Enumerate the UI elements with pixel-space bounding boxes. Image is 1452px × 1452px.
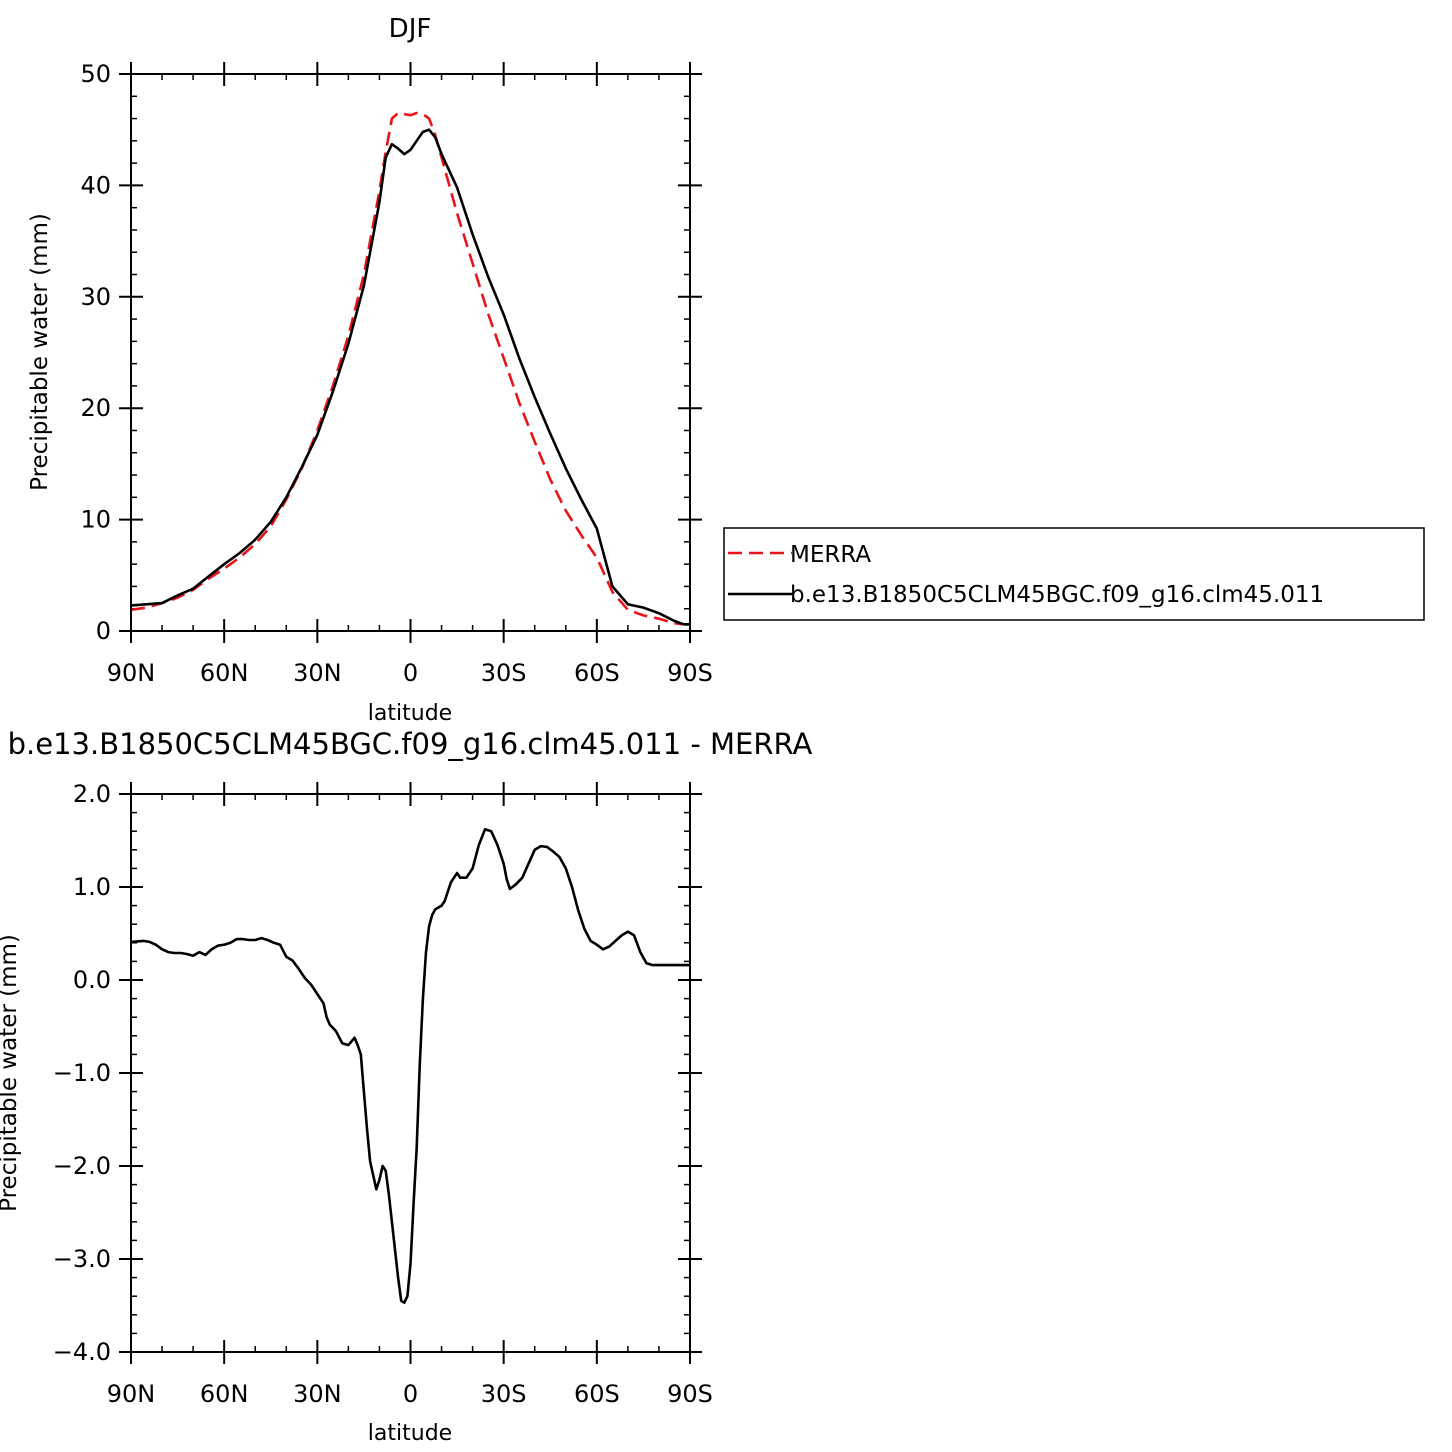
x-tick-label: 60N [200,1380,249,1408]
top-title: DJF [389,14,432,44]
y-tick-label: 40 [80,171,111,199]
panel-bottom: b.e13.B1850C5CLM45BGC.f09_g16.clm45.011 … [0,727,813,1446]
top-y-axis: 0 10 20 30 40 50 [80,60,702,645]
top-x-axis-label: latitude [368,701,452,726]
x-tick-label: 30S [481,659,527,687]
x-tick-label: 60S [574,1380,620,1408]
bottom-y-axis: 2.0 1.0 0.0 −1.0 −2.0 −3.0 −4.0 [53,780,702,1366]
x-tick-label: 90S [667,1380,713,1408]
bottom-y-axis-label: Precipitable water (mm) [0,934,22,1212]
y-tick-label: −3.0 [53,1245,111,1273]
legend: MERRA b.e13.B1850C5CLM45BGC.f09_g16.clm4… [723,527,1425,621]
x-tick-label: 30N [293,659,342,687]
x-tick-label: 0 [403,1380,418,1408]
x-tick-label: 60S [574,659,620,687]
x-tick-label: 90N [107,659,156,687]
series-line-difference [130,827,690,1304]
top-x-axis: 90N 60N 30N 0 30S 60S 90S [107,62,713,687]
bottom-plot-frame [130,793,691,1353]
bottom-x-axis: 90N 60N 30N 0 30S 60S 90S [107,782,713,1408]
y-tick-label: 20 [80,394,111,422]
y-tick-label: −4.0 [53,1338,111,1366]
y-tick-label: −1.0 [53,1059,111,1087]
y-tick-label: 2.0 [73,780,111,808]
x-tick-label: 30S [481,1380,527,1408]
series-line-merra [130,111,690,626]
y-tick-label: 1.0 [73,873,111,901]
bottom-series [130,827,690,1304]
x-tick-label: 90N [107,1380,156,1408]
y-tick-label: 0.0 [73,966,111,994]
x-tick-label: 60N [200,659,249,687]
legend-box [723,527,1425,621]
top-plot-frame [130,73,691,632]
x-tick-label: 0 [403,659,418,687]
x-tick-label: 90S [667,659,713,687]
y-tick-label: −2.0 [53,1152,111,1180]
panel-top: DJF 0 10 20 30 40 50 90N 60N 30N 0 30S 60S 90S lati… [27,14,713,726]
y-tick-label: 10 [80,506,111,534]
y-tick-label: 0 [96,617,111,645]
legend-label-merra: MERRA [790,542,871,568]
top-series [130,111,690,626]
series-line-b-e13-b1850c5clm45bgc-f09-g16-clm45-011 [130,128,690,626]
y-tick-label: 50 [80,60,111,88]
y-tick-label: 30 [80,283,111,311]
bottom-x-axis-label: latitude [368,1421,452,1446]
legend-label-model: b.e13.B1850C5CLM45BGC.f09_g16.clm45.011 [790,582,1324,608]
bottom-title: b.e13.B1850C5CLM45BGC.f09_g16.clm45.011 … [8,727,813,761]
x-tick-label: 30N [293,1380,342,1408]
top-y-axis-label: Precipitable water (mm) [27,213,53,491]
